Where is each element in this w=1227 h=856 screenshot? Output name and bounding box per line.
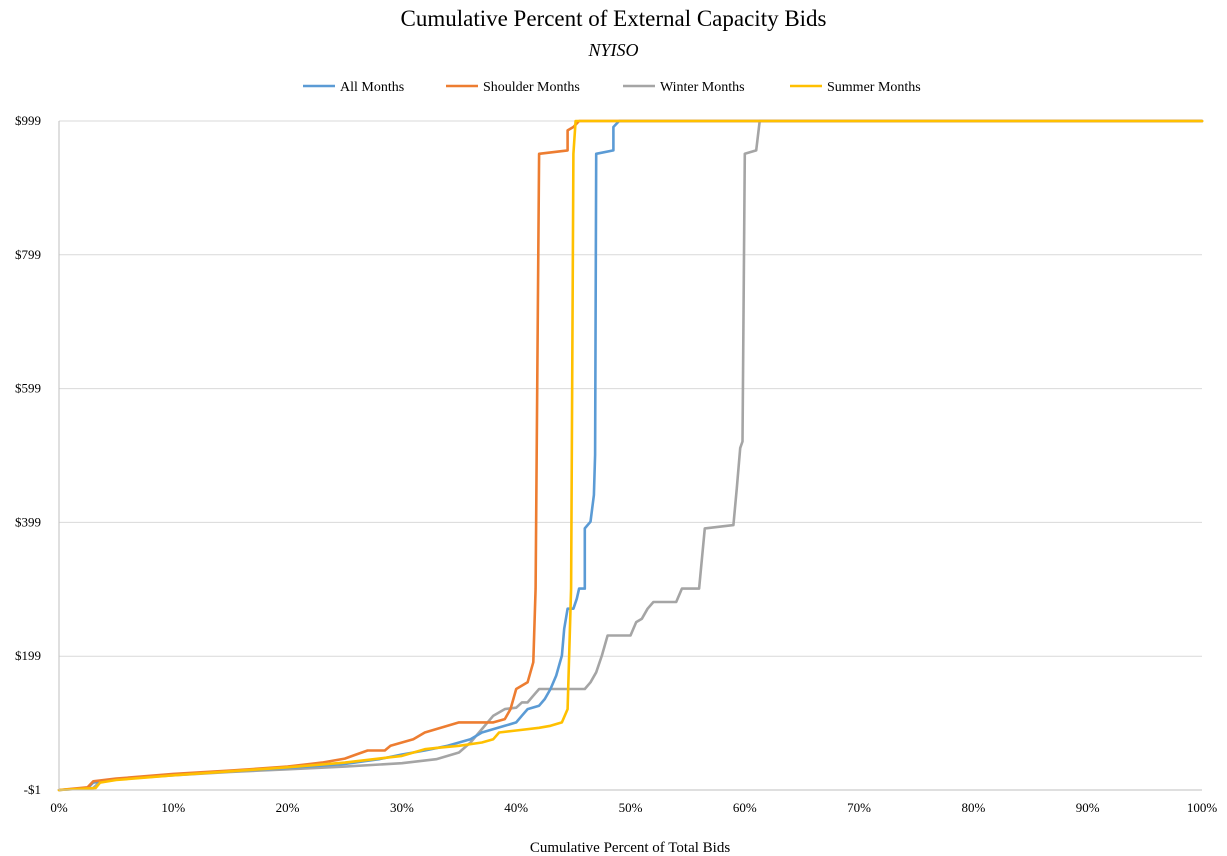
x-tick-label: 20% xyxy=(276,800,300,815)
x-tick-label: 30% xyxy=(390,800,414,815)
y-tick-label: $799 xyxy=(15,247,41,262)
chart-subtitle: NYISO xyxy=(588,40,639,60)
x-tick-label: 0% xyxy=(50,800,68,815)
series-line-all-months xyxy=(57,119,1204,792)
x-tick-label: 90% xyxy=(1076,800,1100,815)
x-tick-label: 50% xyxy=(619,800,643,815)
y-tick-label: $999 xyxy=(15,113,41,128)
chart-title: Cumulative Percent of External Capacity … xyxy=(400,6,827,31)
legend-label: Summer Months xyxy=(827,80,921,95)
x-axis-title: Cumulative Percent of Total Bids xyxy=(530,840,730,856)
y-tick-label: $599 xyxy=(15,381,41,396)
y-tick-label: $399 xyxy=(15,514,41,529)
x-tick-label: 70% xyxy=(847,800,871,815)
x-tick-labels: 0% 10% 20% 30% 40% 50% 60% 70% 80% 90% 100% xyxy=(50,800,1217,815)
y-tick-label: $199 xyxy=(15,648,41,663)
x-tick-label: 40% xyxy=(504,800,528,815)
series-layer xyxy=(57,119,1204,792)
legend-label: Winter Months xyxy=(660,80,745,95)
x-tick-label: 100% xyxy=(1187,800,1218,815)
series-line-summer-months xyxy=(57,119,1204,792)
axes xyxy=(58,121,1202,791)
legend-label: Shoulder Months xyxy=(483,80,580,95)
x-tick-label: 60% xyxy=(733,800,757,815)
y-tick-labels: -$1 $199 $399 $599 $799 $999 xyxy=(15,113,41,797)
y-tick-label: -$1 xyxy=(24,782,41,797)
legend-label: All Months xyxy=(340,80,404,95)
series-line-winter-months xyxy=(57,119,1204,792)
legend: All Months Shoulder Months Winter Months Su… xyxy=(303,80,921,95)
gridlines xyxy=(59,120,1202,657)
x-tick-label: 10% xyxy=(161,800,185,815)
series-line-shoulder-months xyxy=(57,119,1204,792)
x-tick-label: 80% xyxy=(961,800,985,815)
